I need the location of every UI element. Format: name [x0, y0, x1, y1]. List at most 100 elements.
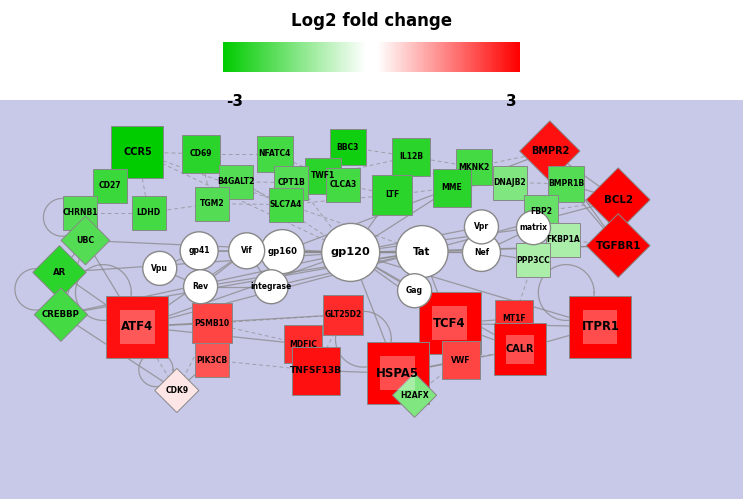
FancyBboxPatch shape: [495, 300, 533, 338]
FancyBboxPatch shape: [257, 136, 293, 172]
Text: LTF: LTF: [385, 191, 400, 200]
Text: ITPR1: ITPR1: [582, 320, 619, 333]
Text: gp120: gp120: [331, 248, 371, 257]
Text: NFATC4: NFATC4: [259, 149, 291, 158]
FancyBboxPatch shape: [111, 126, 163, 178]
FancyBboxPatch shape: [274, 166, 308, 200]
Text: 3: 3: [506, 94, 516, 109]
FancyBboxPatch shape: [269, 188, 303, 222]
Polygon shape: [33, 246, 86, 299]
FancyBboxPatch shape: [516, 244, 551, 277]
Text: PSMB10: PSMB10: [194, 319, 230, 328]
FancyBboxPatch shape: [392, 138, 430, 176]
FancyBboxPatch shape: [494, 323, 546, 375]
Polygon shape: [519, 121, 580, 181]
FancyBboxPatch shape: [432, 169, 471, 207]
Text: TWF1: TWF1: [311, 171, 335, 180]
FancyBboxPatch shape: [456, 149, 492, 185]
Text: Tat: Tat: [413, 247, 431, 256]
FancyBboxPatch shape: [192, 303, 232, 343]
Text: BCL2: BCL2: [603, 195, 633, 205]
Text: TGM2: TGM2: [199, 199, 224, 208]
FancyBboxPatch shape: [330, 129, 366, 165]
Text: CALR: CALR: [506, 344, 534, 354]
Ellipse shape: [184, 270, 218, 304]
Text: HSPA5: HSPA5: [376, 367, 419, 380]
Text: CD69: CD69: [189, 149, 212, 158]
FancyBboxPatch shape: [195, 343, 229, 377]
Text: Vif: Vif: [241, 247, 253, 255]
Text: FBP2: FBP2: [530, 207, 552, 216]
FancyBboxPatch shape: [93, 169, 127, 203]
FancyBboxPatch shape: [326, 168, 360, 202]
Text: DNAJB2: DNAJB2: [493, 178, 526, 187]
Ellipse shape: [322, 224, 380, 281]
Text: Gag: Gag: [406, 286, 423, 295]
Text: PIK3CB: PIK3CB: [196, 356, 227, 365]
Ellipse shape: [229, 233, 265, 269]
FancyBboxPatch shape: [305, 158, 341, 194]
Text: gp160: gp160: [267, 247, 297, 256]
FancyBboxPatch shape: [524, 195, 558, 229]
FancyBboxPatch shape: [418, 292, 481, 354]
Polygon shape: [586, 168, 650, 232]
FancyBboxPatch shape: [284, 325, 322, 363]
Ellipse shape: [462, 234, 501, 271]
Ellipse shape: [180, 232, 218, 270]
Text: H2AFX: H2AFX: [400, 391, 429, 400]
FancyBboxPatch shape: [548, 166, 584, 202]
Text: B4GALT2: B4GALT2: [218, 177, 255, 186]
Text: CCR5: CCR5: [123, 147, 152, 157]
Ellipse shape: [516, 211, 551, 245]
FancyBboxPatch shape: [506, 335, 534, 364]
Text: gp41: gp41: [189, 247, 210, 255]
Text: TCF4: TCF4: [433, 317, 466, 330]
Text: CDK9: CDK9: [165, 386, 189, 395]
Text: MME: MME: [441, 183, 462, 192]
Text: Nef: Nef: [474, 248, 489, 257]
FancyBboxPatch shape: [181, 135, 220, 173]
FancyBboxPatch shape: [380, 356, 415, 390]
FancyBboxPatch shape: [432, 306, 467, 340]
FancyBboxPatch shape: [372, 175, 412, 215]
Text: MKNK2: MKNK2: [458, 163, 490, 172]
Text: Rev: Rev: [192, 282, 209, 291]
Text: UBC: UBC: [77, 236, 94, 245]
Text: SLC7A4: SLC7A4: [270, 200, 302, 209]
Ellipse shape: [398, 274, 432, 308]
FancyBboxPatch shape: [493, 166, 527, 200]
Text: LDHD: LDHD: [137, 208, 160, 217]
Text: -3: -3: [227, 94, 244, 109]
Text: CREBBP: CREBBP: [42, 310, 80, 319]
Ellipse shape: [396, 226, 448, 277]
FancyBboxPatch shape: [441, 341, 480, 379]
Polygon shape: [34, 288, 88, 341]
FancyBboxPatch shape: [569, 295, 632, 358]
Text: CPT1B: CPT1B: [277, 178, 305, 187]
Text: BMPR2: BMPR2: [531, 146, 569, 156]
Ellipse shape: [260, 230, 305, 273]
FancyBboxPatch shape: [132, 196, 166, 230]
FancyBboxPatch shape: [195, 187, 229, 221]
Text: matrix: matrix: [519, 223, 548, 232]
FancyBboxPatch shape: [63, 196, 97, 230]
FancyBboxPatch shape: [106, 295, 169, 358]
Text: FKBP1A: FKBP1A: [546, 235, 580, 244]
Text: Log2 fold change: Log2 fold change: [291, 12, 452, 30]
Text: Vpr: Vpr: [474, 223, 489, 232]
FancyBboxPatch shape: [292, 346, 340, 395]
Text: integrase: integrase: [250, 282, 292, 291]
Ellipse shape: [464, 210, 499, 244]
Text: ATF4: ATF4: [121, 320, 154, 333]
Ellipse shape: [254, 270, 288, 304]
Text: TNFSF13B: TNFSF13B: [290, 366, 342, 375]
Text: Vpu: Vpu: [152, 264, 168, 273]
Text: IL12B: IL12B: [399, 152, 423, 161]
Polygon shape: [61, 216, 110, 265]
Text: MT1F: MT1F: [502, 314, 526, 323]
Text: PPP3CC: PPP3CC: [516, 256, 551, 265]
Text: BBC3: BBC3: [337, 143, 359, 152]
Text: GLT25D2: GLT25D2: [325, 310, 362, 319]
Polygon shape: [392, 373, 437, 417]
Text: CD27: CD27: [99, 181, 121, 190]
